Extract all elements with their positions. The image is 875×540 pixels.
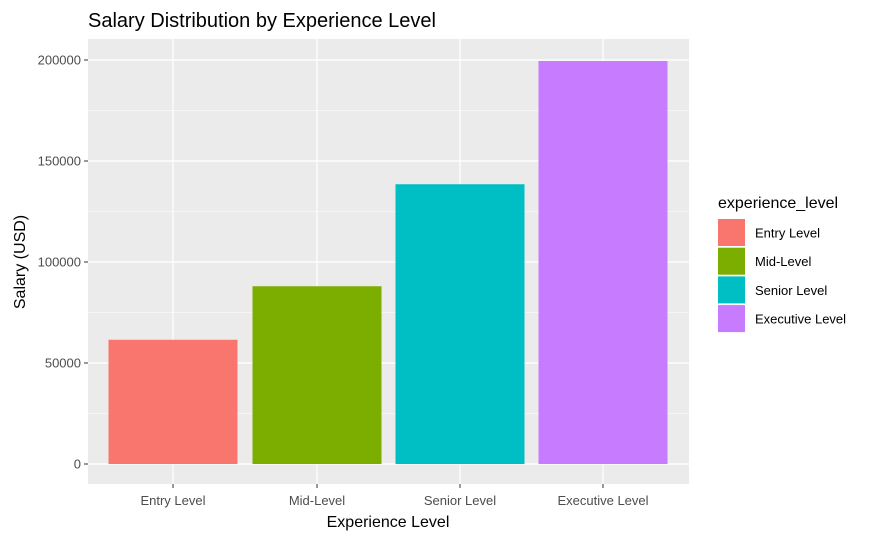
legend-label: Mid-Level: [755, 254, 811, 269]
legend-key-mid-level: [718, 247, 745, 275]
legend-key-senior-level: [718, 276, 745, 304]
legend-key-executive-level: [718, 305, 745, 333]
bar-mid-level: [252, 286, 382, 464]
bar-senior-level: [395, 184, 525, 465]
bar-executive-level: [538, 61, 668, 464]
x-axis-title: Experience Level: [327, 514, 450, 531]
bar-entry-level: [108, 339, 238, 464]
y-tick-label: 100000: [38, 255, 81, 270]
y-tick-label: 150000: [38, 154, 81, 169]
y-axis-ticks: 0 50000 100000 150000 200000: [38, 53, 88, 472]
bars-group: [108, 61, 668, 465]
legend-key-entry-level: [718, 219, 745, 246]
legend-items: Entry Level Mid-Level Senior Level Executiv…: [718, 219, 846, 333]
x-axis-ticks: Entry Level Mid-Level Senior Level Executiv…: [140, 484, 649, 508]
x-tick-label: Senior Level: [424, 493, 496, 508]
x-tick-label: Entry Level: [140, 493, 205, 508]
legend-label: Senior Level: [755, 283, 827, 298]
legend-title: experience_level: [718, 195, 838, 212]
chart-title: Salary Distribution by Experience Level: [88, 10, 436, 32]
legend: experience_level Entry Level Mid-Level Sen…: [718, 195, 846, 333]
y-tick-label: 50000: [45, 356, 81, 371]
y-axis-title: Salary (USD): [12, 215, 29, 309]
y-tick-label: 200000: [38, 53, 81, 68]
x-tick-label: Mid-Level: [289, 493, 345, 508]
y-tick-label: 0: [74, 457, 81, 472]
legend-label: Executive Level: [755, 312, 846, 327]
x-tick-label: Executive Level: [557, 493, 648, 508]
legend-label: Entry Level: [755, 226, 820, 241]
